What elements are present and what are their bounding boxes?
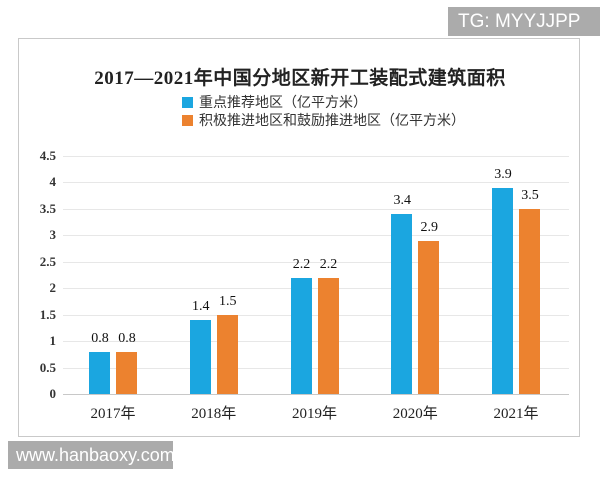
- gridline: [63, 156, 569, 157]
- y-tick-label: 1.5: [39, 307, 56, 322]
- legend-item-active-regions: 积极推进地区和鼓励推进地区（亿平方米）: [182, 111, 465, 129]
- bar-blue-2020年: [391, 214, 413, 394]
- bar-group: 1.4 1.5: [189, 156, 238, 394]
- gridline: [63, 288, 569, 289]
- bar-value-label: 2.2: [292, 257, 311, 272]
- gridline: [63, 368, 569, 369]
- bar-value-label: 2.2: [319, 257, 338, 272]
- legend-swatch-blue-icon: [182, 96, 193, 108]
- x-axis-baseline: [63, 394, 569, 395]
- y-tick-label: 2: [49, 280, 57, 295]
- chart-legend: 重点推荐地区（亿平方米） 积极推进地区和鼓励推进地区（亿平方米）: [182, 93, 465, 129]
- bar-value-label: 1.4: [192, 299, 210, 314]
- chart-title: 2017—2021年中国分地区新开工装配式建筑面积: [94, 68, 506, 89]
- y-tick-label: 2.5: [39, 254, 56, 269]
- bar-orange-2021年: [519, 209, 540, 394]
- plot-area: 0 0.5 1 1.5 2 2.5 3 3.5 4 4.5 0.8 0.8 2017年 1.4 1.5 201…: [19, 39, 581, 438]
- bar-value-label: 1.5: [219, 294, 237, 309]
- bar-orange-2018年: [216, 315, 238, 394]
- y-tick-label: 1: [49, 333, 57, 348]
- bar-group: 3.4 2.9: [391, 156, 440, 394]
- gridline: [63, 182, 569, 183]
- bar-group: 3.9 3.5: [492, 156, 540, 394]
- legend-label-active-regions: 积极推进地区和鼓励推进地区（亿平方米）: [199, 114, 465, 129]
- y-tick-label: 4.5: [39, 148, 56, 163]
- bar-value-label: 3.5: [521, 188, 539, 203]
- x-axis-label: 2021年: [493, 406, 539, 422]
- y-tick-label: 3.5: [39, 201, 56, 216]
- gridline: [63, 341, 569, 342]
- bar-orange-2017年: [116, 352, 137, 394]
- legend-label-key-regions: 重点推荐地区（亿平方米）: [199, 96, 367, 111]
- y-tick-label: 0.5: [39, 360, 56, 375]
- y-tick-label: 0: [49, 386, 57, 401]
- bar-blue-2019年: [290, 278, 312, 394]
- legend-item-key-regions: 重点推荐地区（亿平方米）: [182, 93, 465, 111]
- bar-group: 0.8 0.8: [89, 156, 137, 394]
- bar-value-label: 3.9: [494, 167, 512, 182]
- x-axis-label: 2020年: [392, 406, 438, 422]
- bar-orange-2020年: [418, 241, 440, 394]
- watermark-website-text: www.hanbaoxy.com: [16, 444, 175, 465]
- bar-value-label: 0.8: [118, 331, 136, 346]
- gridline: [63, 315, 569, 316]
- y-tick-label: 4: [49, 174, 57, 189]
- bar-group: 2.2 2.2: [290, 156, 339, 394]
- legend-swatch-orange-icon: [182, 114, 193, 126]
- chart-panel: 2017—2021年中国分地区新开工装配式建筑面积 重点推荐地区（亿平方米） 积…: [18, 38, 580, 437]
- watermark-telegram-badge: TG: MYYJJPP: [448, 7, 600, 36]
- watermark-telegram-text: TG: MYYJJPP: [458, 10, 581, 32]
- bar-blue-2017年: [89, 352, 110, 394]
- gridline: [63, 235, 569, 236]
- bar-value-label: 3.4: [393, 193, 412, 208]
- bar-value-label: 0.8: [91, 331, 109, 346]
- bar-orange-2019年: [317, 278, 339, 394]
- watermark-website-badge: www.hanbaoxy.com: [8, 441, 175, 469]
- gridline: [63, 209, 569, 210]
- y-tick-label: 3: [49, 227, 57, 242]
- bar-blue-2018年: [189, 320, 211, 394]
- x-axis-label: 2018年: [191, 406, 237, 422]
- bar-blue-2021年: [492, 188, 513, 394]
- x-axis-label: 2019年: [291, 406, 337, 422]
- bar-value-label: 2.9: [420, 220, 439, 235]
- gridline: [63, 262, 569, 263]
- x-axis-label: 2017年: [90, 406, 136, 422]
